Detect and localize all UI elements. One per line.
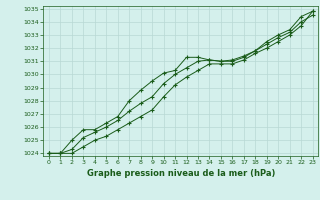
X-axis label: Graphe pression niveau de la mer (hPa): Graphe pression niveau de la mer (hPa) [87,169,275,178]
